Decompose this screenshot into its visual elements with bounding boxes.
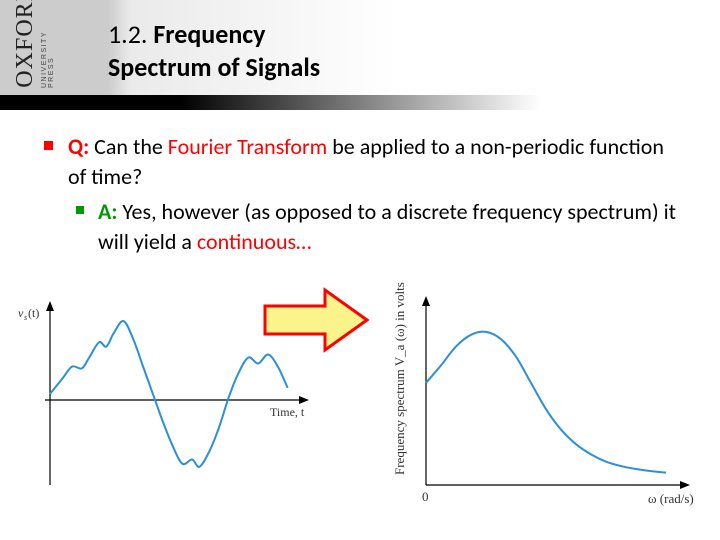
page-title: 1.2. Frequency Spectrum of Signals	[108, 18, 320, 83]
answer-highlight: continuous…	[197, 228, 311, 255]
svg-text:Time, t: Time, t	[270, 405, 305, 419]
svg-text:(t): (t)	[28, 306, 39, 320]
svg-text:ω (rad/s): ω (rad/s)	[648, 491, 694, 506]
publisher-sub: UNIVERSITY PRESS	[41, 8, 55, 88]
question-label: Q:	[68, 133, 89, 160]
answer-text-before: Yes, however (as opposed to a discrete f…	[98, 198, 676, 255]
answer-line: A: Yes, however (as opposed to a discret…	[50, 197, 680, 256]
svg-text:s: s	[24, 313, 27, 322]
bullet-icon	[76, 206, 84, 214]
frequency-spectrum-chart: 0 ω (rad/s) Frequency spectrum V_a (ω) in …	[378, 280, 708, 520]
question-text-before: Can the	[89, 133, 168, 160]
content-area: Q: Can the Fourier Transform be applied …	[0, 110, 720, 257]
answer-label: A:	[98, 198, 117, 225]
bullet-icon	[44, 141, 53, 150]
svg-text:0: 0	[422, 489, 429, 504]
header-band: OXFORD UNIVERSITY PRESS 1.2. Frequency S…	[0, 0, 720, 95]
title-prefix: 1.2.	[108, 18, 153, 50]
question-highlight: Fourier Transform	[168, 133, 327, 160]
publisher-main: OXFORD	[12, 0, 39, 88]
title-line1: Frequency	[153, 18, 265, 50]
question-line: Q: Can the Fourier Transform be applied …	[50, 132, 680, 191]
figures-area: Time, tvs(t) 0ω (rad/s)Frequency spectru…	[0, 280, 720, 530]
arrow-icon	[255, 280, 375, 360]
svg-text:Frequency spectrum V_a (ω) in: Frequency spectrum V_a (ω) in volts	[392, 282, 407, 475]
publisher-logo: OXFORD UNIVERSITY PRESS	[12, 8, 55, 88]
title-line2: Spectrum of Signals	[108, 51, 320, 83]
black-band	[0, 95, 720, 110]
